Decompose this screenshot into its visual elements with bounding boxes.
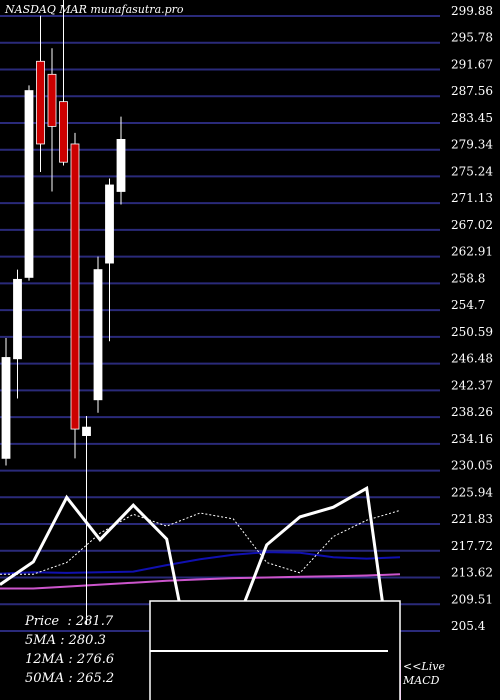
candle-body — [36, 60, 45, 145]
ma50-label: 50MA — [25, 671, 65, 686]
y-tick-label: 213.62 — [451, 566, 493, 580]
candle-body — [13, 278, 22, 360]
y-tick-label: 209.51 — [451, 592, 493, 606]
live-macd-label: <<Live MACD — [403, 660, 445, 688]
indicator-readout: Price : 281.7 5MA : 280.3 12MA : 276.6 5… — [25, 612, 114, 688]
chart-caption: NASDAQ MAR munafasutra.pro — [5, 3, 184, 16]
price-label: Price — [25, 614, 60, 629]
ma5-readout: 5MA : 280.3 — [25, 633, 106, 648]
y-tick-label: 234.16 — [451, 432, 493, 446]
ma50-readout: 50MA : 265.2 — [25, 671, 115, 686]
ma12-readout: 12MA : 276.6 — [25, 652, 115, 667]
y-tick-label: 250.59 — [451, 325, 493, 339]
candle-body — [47, 73, 57, 127]
y-tick-label: 271.13 — [451, 191, 493, 205]
y-tick-label: 295.78 — [451, 31, 493, 45]
price-readout: Price : 281.7 — [25, 614, 114, 629]
live-label: <<Live — [403, 660, 445, 673]
y-tick-label: 267.02 — [451, 218, 493, 232]
y-tick-label: 254.7 — [451, 298, 485, 312]
ma12-line — [0, 551, 401, 575]
y-tick-label: 205.4 — [451, 619, 486, 633]
ma50-line — [0, 573, 401, 590]
y-tick-label: 287.56 — [451, 84, 493, 98]
ma5-line — [0, 509, 401, 575]
y-tick-label: 225.94 — [451, 485, 493, 499]
ma5-label: 5MA — [25, 633, 56, 648]
ma12-label: 12MA — [25, 652, 65, 667]
y-tick-label: 246.48 — [451, 352, 493, 366]
candle-body — [93, 269, 103, 401]
price-value: 281.7 — [75, 614, 114, 629]
ma50-value: 265.2 — [76, 671, 115, 686]
y-tick-label: 279.34 — [451, 138, 493, 152]
candle-body — [59, 101, 68, 163]
candle-body — [1, 357, 11, 459]
y-tick-label: 238.26 — [451, 405, 493, 419]
ma5-value: 280.3 — [68, 633, 106, 648]
macd-label: MACD — [403, 674, 440, 687]
candle-body — [116, 139, 126, 192]
ma12-value: 276.6 — [76, 652, 115, 667]
y-tick-label: 230.05 — [451, 459, 493, 473]
y-tick-label: 221.83 — [451, 512, 493, 526]
y-tick-label: 283.45 — [451, 111, 493, 125]
candle-body — [24, 90, 34, 278]
y-tick-label: 275.24 — [451, 164, 493, 178]
candle-body — [70, 143, 80, 430]
y-tick-label: 242.37 — [451, 378, 493, 392]
candle-body — [105, 184, 114, 264]
y-tick-label: 258.8 — [451, 271, 485, 285]
y-tick-label: 299.88 — [451, 4, 493, 18]
y-tick-label: 217.72 — [451, 539, 493, 553]
y-tick-label: 262.91 — [451, 245, 493, 259]
y-tick-label: 291.67 — [451, 57, 493, 71]
candle-body — [82, 426, 91, 436]
macd-line — [0, 485, 398, 700]
